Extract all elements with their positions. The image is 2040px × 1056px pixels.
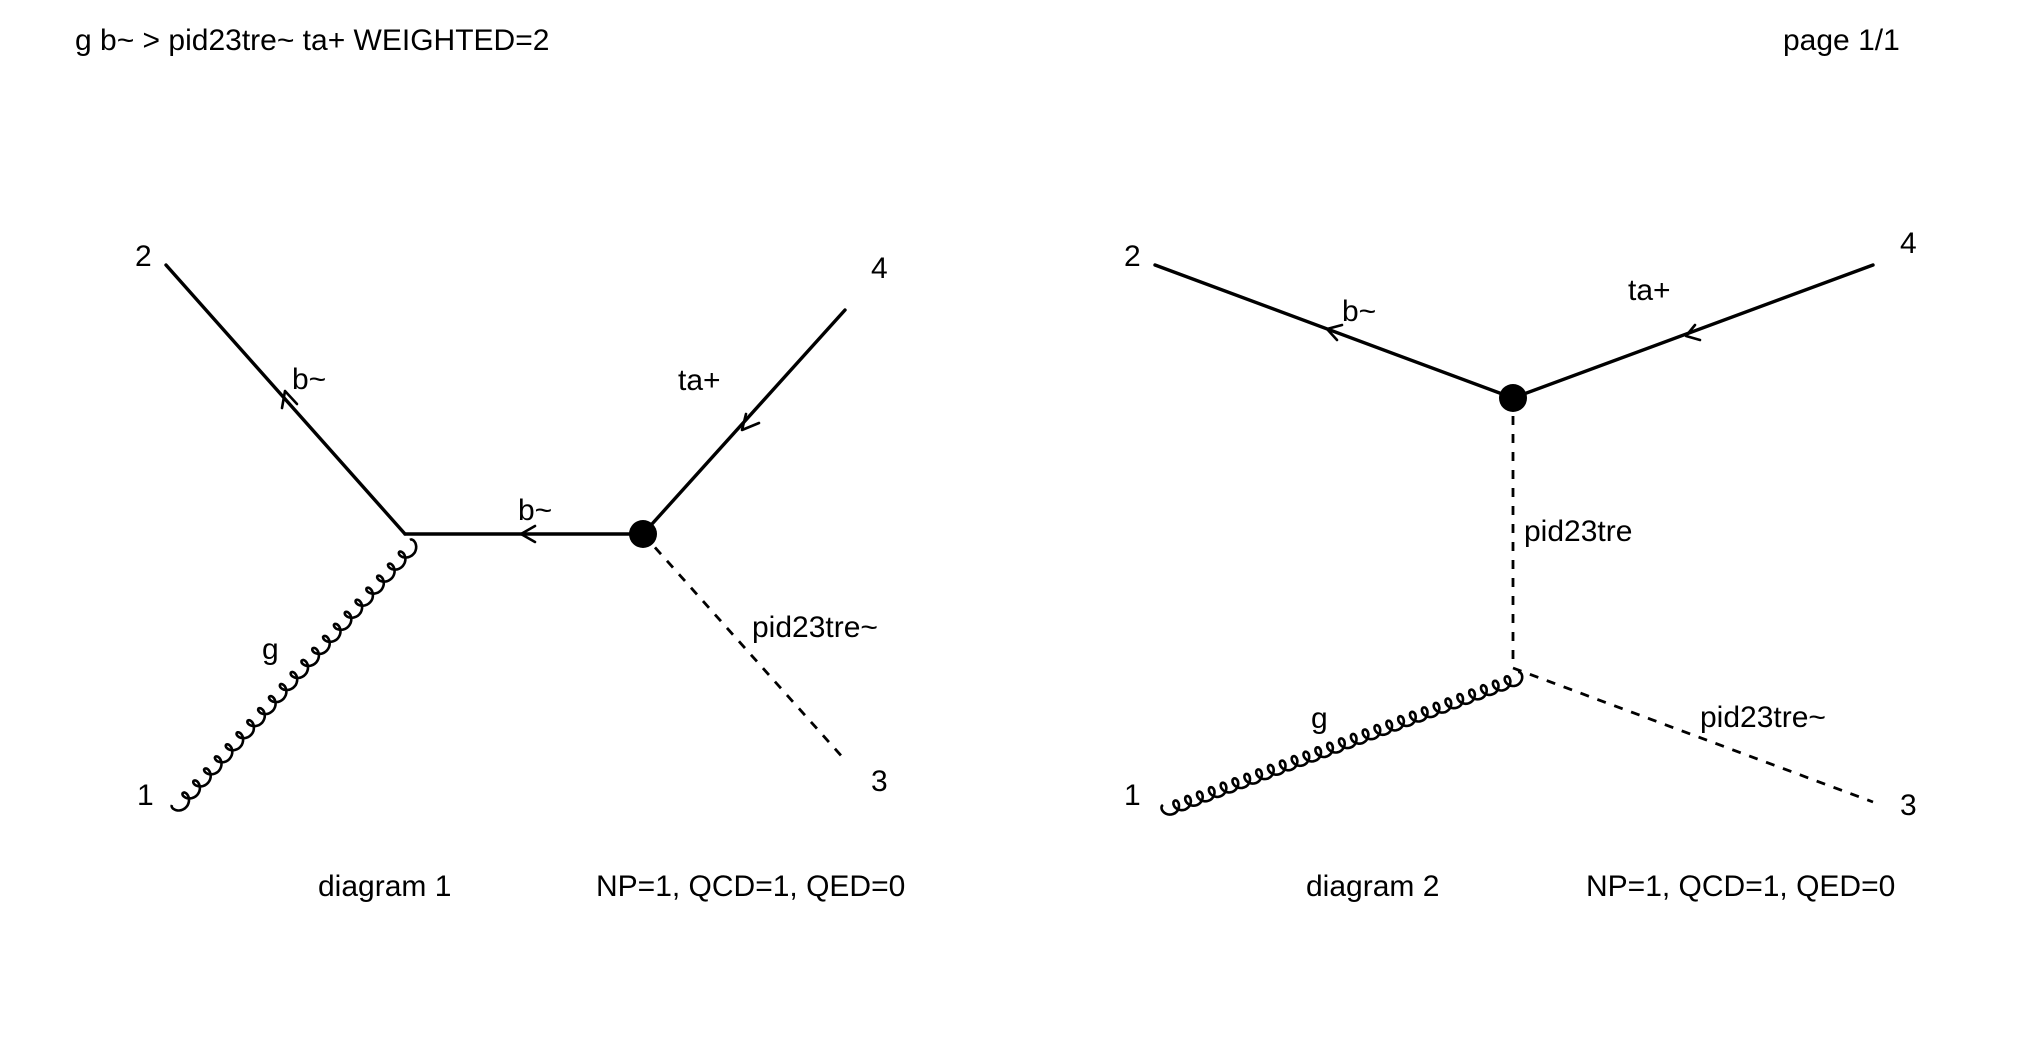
- d2-ta-label: ta+: [1628, 274, 1671, 307]
- d1-external-1-label: 1: [137, 779, 154, 812]
- process-title: g b~ > pid23tre~ ta+ WEIGHTED=2: [75, 24, 549, 57]
- d2-caption: diagram 2: [1306, 870, 1439, 903]
- d1-caption: diagram 1: [318, 870, 451, 903]
- d2-gluon-line: [1160, 670, 1524, 816]
- page-indicator: page 1/1: [1783, 24, 1900, 57]
- d2-scalar-outgoing-label: pid23tre~: [1700, 701, 1826, 734]
- d2-ta-line: [1511, 263, 1875, 400]
- d1-couplings: NP=1, QCD=1, QED=0: [596, 870, 905, 903]
- d1-external-4-label: 4: [871, 252, 888, 285]
- d2-gluon-label: g: [1311, 702, 1328, 735]
- d2-scalar-internal-label: pid23tre: [1524, 515, 1632, 548]
- diagram-2: 2 4 3 1 b~ ta+ pid23tre pid23tre~ g diag…: [1124, 227, 1917, 903]
- d2-vertex-blob: [1499, 384, 1527, 412]
- d1-gluon-label: g: [262, 633, 279, 666]
- d2-scalar-outgoing-line: [1512, 666, 1874, 804]
- d2-bbar-outgoing-line: [1153, 263, 1515, 400]
- d1-bbar-internal-arrow-icon: [519, 524, 537, 544]
- d1-ta-arrow-icon: [740, 412, 761, 432]
- d2-external-1-label: 1: [1124, 779, 1141, 812]
- d1-external-2-label: 2: [135, 240, 152, 273]
- d2-external-2-label: 2: [1124, 240, 1141, 273]
- diagram-1: 2 4 3 1 b~ b~ ta+ pid23tre~ g diagram 1 …: [135, 240, 905, 903]
- d1-ta-label: ta+: [678, 364, 721, 397]
- d2-external-4-label: 4: [1900, 227, 1917, 260]
- d2-external-3-label: 3: [1900, 789, 1917, 822]
- d1-bbar-outgoing-label: b~: [292, 363, 326, 396]
- d1-scalar-line: [641, 533, 847, 761]
- d2-bbar-outgoing-label: b~: [1342, 295, 1376, 328]
- d1-bbar-outgoing-line: [164, 263, 407, 536]
- d2-ta-arrow-icon: [1684, 323, 1702, 342]
- d1-vertex-blob: [629, 520, 657, 548]
- d2-couplings: NP=1, QCD=1, QED=0: [1586, 870, 1895, 903]
- d1-external-3-label: 3: [871, 765, 888, 798]
- d1-gluon-line: [170, 538, 418, 812]
- d2-bbar-outgoing-arrow-icon: [1325, 323, 1344, 342]
- d1-scalar-label: pid23tre~: [752, 611, 878, 644]
- d1-bbar-internal-label: b~: [518, 494, 552, 527]
- d1-bbar-outgoing-arrow-icon: [280, 389, 299, 410]
